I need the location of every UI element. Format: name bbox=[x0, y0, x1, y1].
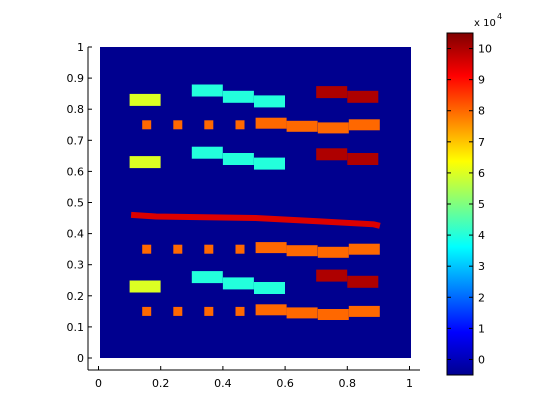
colorbar-tick-label: 2 bbox=[478, 291, 485, 304]
colorbar-tick-label: 8 bbox=[478, 105, 485, 118]
heatmap-cell bbox=[129, 280, 161, 293]
colorbar-tick-label: 3 bbox=[478, 260, 485, 273]
heatmap-cell bbox=[316, 269, 348, 282]
x-tick-label: 1 bbox=[406, 377, 413, 390]
heatmap-cell bbox=[317, 309, 349, 320]
colorbar: 0 1 2 3 4 5 6 7 8 9 10 x 10 4 bbox=[446, 12, 502, 376]
heatmap-cell bbox=[348, 119, 380, 131]
heatmap-cell bbox=[222, 90, 254, 103]
heatmap-cell bbox=[255, 117, 287, 129]
heatmap-cell bbox=[286, 307, 318, 319]
y-tick-label: 0.7 bbox=[67, 134, 85, 147]
heatmap-cell bbox=[317, 246, 349, 258]
colorbar-exponent-label: x 10 bbox=[474, 18, 496, 29]
colorbar-tick-label: 4 bbox=[478, 229, 485, 242]
axes: 0 0.1 0.2 0.3 0.4 0.5 0.6 0.7 0.8 0.9 1 0 0.2 0.4 0.6… bbox=[67, 41, 420, 390]
y-tick-label: 0.2 bbox=[67, 290, 85, 303]
heatmap-cell bbox=[347, 275, 379, 288]
colorbar-tick-label: 9 bbox=[478, 74, 485, 87]
colorbar-tick-label: 10 bbox=[478, 43, 492, 56]
heatmap-cell bbox=[191, 146, 223, 159]
heatmap-cell bbox=[317, 122, 349, 134]
y-axis-ticks: 0 0.1 0.2 0.3 0.4 0.5 0.6 0.7 0.8 0.9 1 bbox=[67, 41, 92, 365]
heatmap-cell bbox=[173, 120, 183, 130]
heatmap-cell bbox=[191, 271, 223, 284]
heatmap-cell bbox=[347, 90, 379, 103]
heatmap-cell bbox=[204, 306, 214, 316]
heatmap-cell bbox=[254, 282, 285, 294]
heatmap-cell bbox=[173, 244, 183, 254]
y-tick-label: 0 bbox=[77, 352, 84, 365]
heatmap-cell bbox=[255, 242, 287, 254]
heatmap-cell bbox=[255, 304, 287, 316]
heatmap-band-line bbox=[130, 211, 381, 229]
colorbar-tick-label: 6 bbox=[478, 167, 485, 180]
colorbar-tick-label: 0 bbox=[478, 353, 485, 366]
y-tick-label: 0.4 bbox=[67, 228, 85, 241]
heatmap-cell bbox=[235, 244, 245, 254]
heatmap-plot bbox=[100, 47, 411, 358]
heatmap-cell bbox=[254, 95, 285, 108]
x-axis-ticks: 0 0.2 0.4 0.6 0.8 1 bbox=[95, 366, 413, 390]
heatmap-cell bbox=[347, 153, 379, 165]
x-tick-label: 0.2 bbox=[152, 377, 170, 390]
heatmap-cell bbox=[286, 245, 318, 257]
heatmap-cell bbox=[204, 244, 214, 254]
y-tick-label: 0.9 bbox=[67, 72, 85, 85]
y-tick-label: 0.1 bbox=[67, 321, 85, 334]
colorbar-ticks: 0 1 2 3 4 5 6 7 8 9 10 bbox=[447, 43, 492, 366]
x-tick-label: 0.6 bbox=[276, 377, 294, 390]
colorbar-exponent-power: 4 bbox=[497, 12, 502, 21]
heatmap-cell bbox=[173, 306, 183, 316]
heatmap-cell bbox=[286, 120, 318, 132]
x-tick-label: 0 bbox=[95, 377, 102, 390]
y-tick-label: 0.3 bbox=[67, 259, 85, 272]
y-tick-label: 0.8 bbox=[67, 103, 85, 116]
heatmap-cell bbox=[254, 157, 285, 170]
y-tick-label: 0.6 bbox=[67, 165, 85, 178]
heatmap-cell bbox=[222, 153, 254, 165]
y-tick-label: 0.5 bbox=[67, 197, 85, 210]
x-tick-label: 0.8 bbox=[339, 377, 357, 390]
heatmap-cell bbox=[316, 86, 348, 99]
heatmap-cell bbox=[142, 306, 152, 316]
heatmap-cell bbox=[235, 306, 245, 316]
colorbar-tick-label: 5 bbox=[478, 198, 485, 211]
heatmap-cell bbox=[142, 120, 152, 130]
heatmap-cell bbox=[348, 305, 380, 317]
heatmap-cell bbox=[316, 148, 348, 161]
heatmap-cell bbox=[348, 243, 380, 255]
y-tick-label: 1 bbox=[77, 41, 84, 54]
x-tick-label: 0.4 bbox=[214, 377, 232, 390]
colorbar-tick-label: 1 bbox=[478, 322, 485, 335]
heatmap-cells bbox=[129, 84, 380, 320]
heatmap-cell bbox=[129, 156, 161, 169]
heatmap-cell bbox=[142, 244, 152, 254]
colorbar-tick-label: 7 bbox=[478, 136, 485, 149]
heatmap-cell bbox=[129, 93, 161, 106]
heatmap-cell bbox=[222, 277, 254, 290]
heatmap-cell bbox=[204, 120, 214, 130]
heatmap-band bbox=[130, 211, 381, 229]
heatmap-cell bbox=[191, 84, 223, 97]
heatmap-cell bbox=[235, 120, 245, 130]
